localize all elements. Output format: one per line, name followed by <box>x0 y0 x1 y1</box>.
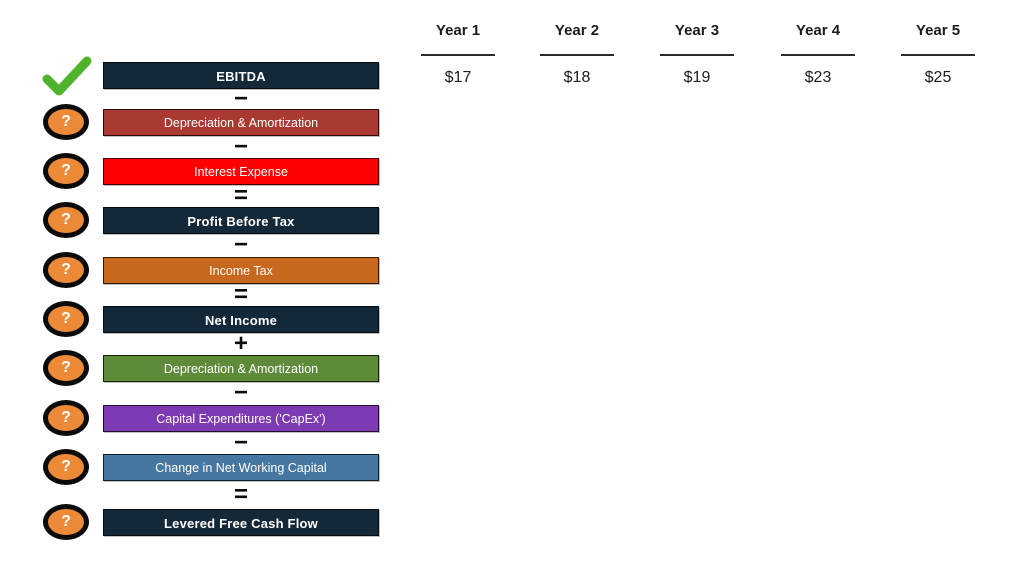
question-mark-glyph: ? <box>61 113 71 130</box>
operator-equals: = <box>233 182 248 209</box>
question-mark-glyph: ? <box>61 211 71 228</box>
operator-equals: = <box>233 481 248 508</box>
operator-minus: − <box>233 429 248 456</box>
year-1-header: Year 1 <box>435 22 481 39</box>
question-mark-glyph: ? <box>61 409 71 426</box>
flow-bar-ebitda: EBITDA <box>103 62 379 89</box>
flow-bar-change-in-net-working-capital: Change in Net Working Capital <box>103 454 379 481</box>
question-mark-glyph: ? <box>61 359 71 376</box>
year-2-underline <box>540 54 614 56</box>
ebitda-value-year-2: $18 <box>563 69 591 86</box>
flow-bar-depreciation-amortization-addback: Depreciation & Amortization <box>103 355 379 382</box>
operator-minus: − <box>233 133 248 160</box>
ebitda-value-year-5: $25 <box>924 69 952 86</box>
question-mark-glyph: ? <box>61 458 71 475</box>
question-icon[interactable]: ? <box>43 202 89 238</box>
flow-bar-profit-before-tax: Profit Before Tax <box>103 207 379 234</box>
operator-equals: = <box>233 281 248 308</box>
year-3-header: Year 3 <box>674 22 720 39</box>
flow-bar-interest-expense: Interest Expense <box>103 158 379 185</box>
ebitda-value-year-3: $19 <box>683 69 711 86</box>
year-3-underline <box>660 54 734 56</box>
check-icon[interactable] <box>41 56 93 98</box>
question-icon[interactable]: ? <box>43 301 89 337</box>
year-1-underline <box>421 54 495 56</box>
question-mark-glyph: ? <box>61 162 71 179</box>
question-icon[interactable]: ? <box>43 153 89 189</box>
question-icon[interactable]: ? <box>43 449 89 485</box>
question-icon[interactable]: ? <box>43 400 89 436</box>
flow-bar-depreciation-amortization: Depreciation & Amortization <box>103 109 379 136</box>
question-mark-glyph: ? <box>61 261 71 278</box>
question-mark-glyph: ? <box>61 310 71 327</box>
question-icon[interactable]: ? <box>43 504 89 540</box>
flow-bar-capital-expenditures: Capital Expenditures ('CapEx') <box>103 405 379 432</box>
year-2-header: Year 2 <box>554 22 600 39</box>
question-icon[interactable]: ? <box>43 104 89 140</box>
year-5-underline <box>901 54 975 56</box>
flow-bar-income-tax: Income Tax <box>103 257 379 284</box>
year-4-underline <box>781 54 855 56</box>
year-4-header: Year 4 <box>795 22 841 39</box>
operator-plus: + <box>233 330 248 357</box>
checkmark-glyph <box>42 56 92 96</box>
ebitda-value-year-4: $23 <box>804 69 832 86</box>
operator-minus: − <box>233 85 248 112</box>
year-5-header: Year 5 <box>915 22 961 39</box>
question-icon[interactable]: ? <box>43 350 89 386</box>
ebitda-value-year-1: $17 <box>444 69 472 86</box>
operator-minus: − <box>233 231 248 258</box>
question-mark-glyph: ? <box>61 513 71 530</box>
flow-bar-net-income: Net Income <box>103 306 379 333</box>
flow-bar-levered-free-cash-flow: Levered Free Cash Flow <box>103 509 379 536</box>
question-icon[interactable]: ? <box>43 252 89 288</box>
operator-minus: − <box>233 379 248 406</box>
